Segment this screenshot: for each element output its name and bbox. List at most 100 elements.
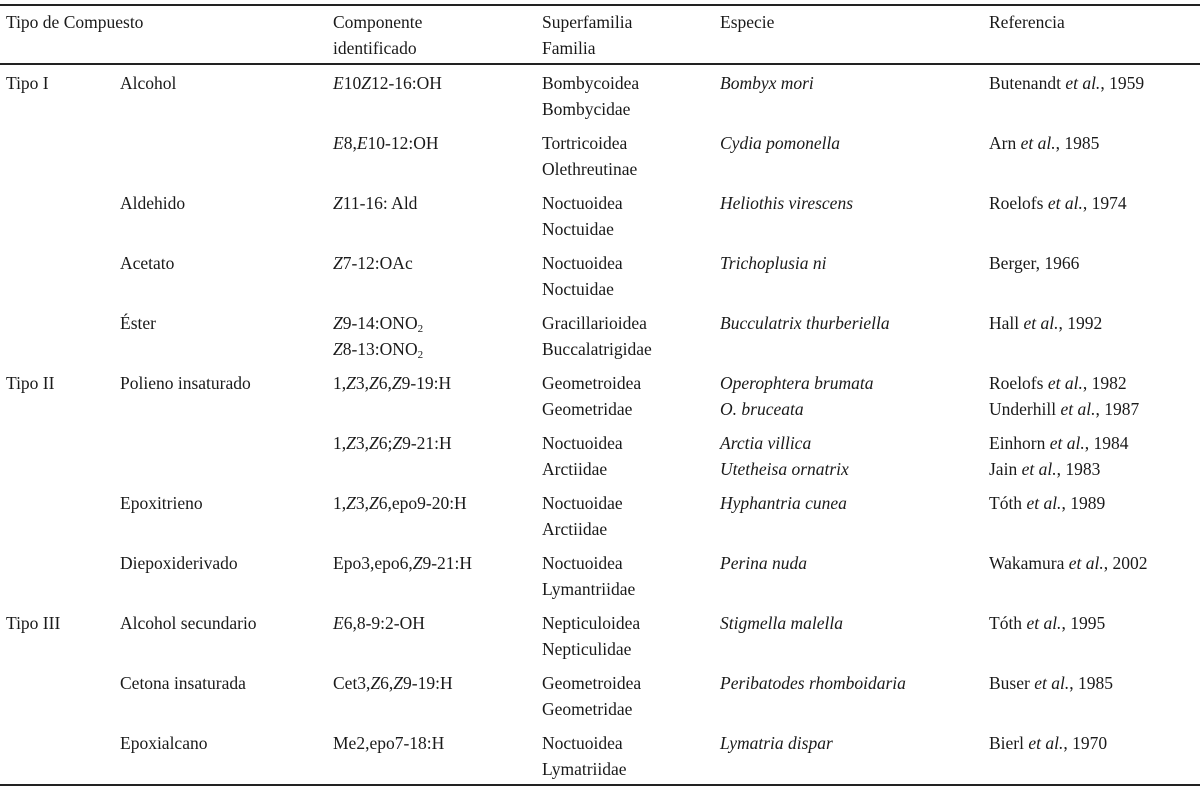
italic-segment: Z — [333, 253, 343, 273]
text-segment: , 1985 — [1055, 133, 1100, 153]
referencia-line: Berger, 1966 — [989, 250, 1079, 276]
componente-line: Z11-16: Ald — [333, 190, 417, 216]
componente-line: E10Z12-16:OH — [333, 70, 442, 96]
text-segment: Roelofs — [989, 373, 1048, 393]
table-row: Tipo I Alcohol E10Z12-16:OH Bombycoidea Bomb… — [0, 70, 1200, 130]
componente-cell: Z9-14:ONO2 Z8-13:ONO2 — [333, 310, 423, 362]
italic-segment: et al. — [1049, 433, 1085, 453]
especie-cell: Operophtera brumata O. bruceata — [720, 370, 873, 422]
text-segment: 10-12:OH — [367, 133, 439, 153]
referencia-cell: Butenandt et al., 1959 — [989, 70, 1144, 96]
familia-line: Arctiidae — [542, 519, 608, 539]
clase-cell: Éster — [120, 313, 156, 333]
familia-line: Noctuidae — [542, 279, 614, 299]
especie-line: Trichoplusia ni — [720, 253, 827, 273]
text-segment: , 1989 — [1061, 493, 1106, 513]
superfamilia-line: Noctuoidea — [542, 553, 623, 573]
italic-segment: et al. — [1034, 673, 1070, 693]
componente-cell: E8,E10-12:OH — [333, 130, 439, 156]
familia-cell: Noctuoidea Lymantriidae — [542, 550, 635, 602]
table-row: E8,E10-12:OH Tortricoidea Olethreutinae Cyd… — [0, 130, 1200, 190]
componente-cell: Z7-12:OAc — [333, 250, 413, 276]
clase-cell: Acetato — [120, 253, 175, 273]
subscript-segment: 2 — [417, 323, 424, 335]
text-segment: 1, — [333, 493, 347, 513]
text-segment: , 1995 — [1061, 613, 1106, 633]
italic-segment: Z — [361, 73, 371, 93]
italic-segment: Z — [346, 493, 356, 513]
text-segment: 3, — [355, 493, 369, 513]
referencia-line: Einhorn et al., 1984 — [989, 430, 1129, 456]
componente-cell: Z11-16: Ald — [333, 190, 417, 216]
text-segment: Underhill — [989, 399, 1061, 419]
text-segment: 9-19:H — [403, 673, 453, 693]
italic-segment: Z — [333, 193, 343, 213]
text-segment: Roelofs — [989, 193, 1048, 213]
header-tipo: Tipo de Compuesto — [6, 12, 144, 32]
superfamilia-line: Noctuoidae — [542, 493, 623, 513]
text-segment: 8-13:ONO — [342, 339, 418, 359]
especie-line: Heliothis virescens — [720, 193, 854, 213]
especie-cell: Peribatodes rhomboidaria — [720, 670, 906, 696]
italic-segment: Z — [368, 433, 379, 453]
componente-line: 1,Z3,Z6;Z9-21:H — [333, 430, 452, 456]
referencia-line: Tóth et al., 1995 — [989, 610, 1105, 636]
superfamilia-line: Noctuoidea — [542, 733, 623, 753]
italic-segment: Z — [346, 373, 356, 393]
superfamilia-line: Noctuoidea — [542, 433, 623, 453]
familia-line: Noctuidae — [542, 219, 614, 239]
componente-line: 1,Z3,Z6,epo9-20:H — [333, 490, 467, 516]
text-segment: , 1983 — [1056, 459, 1101, 479]
especie-line: O. bruceata — [720, 399, 804, 419]
componente-cell: Cet3,Z6,Z9-19:H — [333, 670, 453, 696]
familia-cell: Noctuoidea Lymatriidae — [542, 730, 627, 782]
text-segment: 6; — [378, 433, 393, 453]
componente-line: Z7-12:OAc — [333, 250, 413, 276]
tipo-cell: Tipo III — [6, 613, 61, 633]
clase-cell: Epoxitrieno — [120, 493, 203, 513]
italic-segment: et al. — [1026, 613, 1062, 633]
especie-line: Cydia pomonella — [720, 133, 841, 153]
superfamilia-line: Nepticuloidea — [542, 613, 641, 633]
italic-segment: et al. — [1068, 553, 1104, 573]
header-superfamilia-line: Superfamilia — [542, 12, 633, 32]
table-row: Cetona insaturada Cet3,Z6,Z9-19:H Geometro… — [0, 670, 1200, 730]
familia-line: Arctiidae — [542, 459, 608, 479]
italic-segment: Z — [391, 373, 402, 393]
familia-cell: Geometroidea Geometridae — [542, 370, 641, 422]
text-segment: 10 — [343, 73, 362, 93]
referencia-cell: Roelofs et al., 1974 — [989, 190, 1127, 216]
header-superfamilia: Superfamilia Familia — [542, 9, 632, 61]
text-segment: 12-16:OH — [370, 73, 442, 93]
especie-line: Perina nuda — [720, 553, 808, 573]
text-segment: Tóth — [989, 613, 1027, 633]
table-top-rule — [0, 4, 1200, 6]
italic-segment: et al. — [1060, 399, 1096, 419]
superfamilia-line: Noctuoidea — [542, 253, 623, 273]
italic-segment: et al. — [1020, 133, 1056, 153]
header-especie: Especie — [720, 12, 775, 32]
text-segment: 3, — [355, 373, 369, 393]
superfamilia-line: Bombycoidea — [542, 73, 640, 93]
familia-cell: Noctuoidae Arctiidae — [542, 490, 623, 542]
table-row: Epoxitrieno 1,Z3,Z6,epo9-20:H Noctuoidae Ar… — [0, 490, 1200, 550]
referencia-line: Roelofs et al., 1974 — [989, 190, 1127, 216]
especie-line: Stigmella malella — [720, 613, 843, 633]
table-row: Diepoxiderivado Epo3,epo6,Z9-21:H Noctuoid… — [0, 550, 1200, 610]
text-segment: Hall — [989, 313, 1024, 333]
familia-line: Lymatriidae — [542, 759, 627, 779]
componente-cell: E6,8-9:2-OH — [333, 610, 425, 636]
especie-cell: Arctia villica Utetheisa ornatrix — [720, 430, 849, 482]
header-componente-line: Componente — [333, 12, 423, 32]
componente-line: Epo3,epo6,Z9-21:H — [333, 550, 472, 576]
especie-cell: Perina nuda — [720, 550, 807, 576]
clase-cell: Alcohol secundario — [120, 613, 257, 633]
referencia-line: Wakamura et al., 2002 — [989, 550, 1147, 576]
text-segment: 11-16: Ald — [342, 193, 418, 213]
text-segment: , 1987 — [1095, 399, 1140, 419]
text-segment: Tóth — [989, 493, 1027, 513]
referencia-line: Tóth et al., 1989 — [989, 490, 1105, 516]
clase-cell: Aldehido — [120, 193, 186, 213]
header-familia-line: Familia — [542, 38, 596, 58]
italic-segment: E — [333, 133, 344, 153]
